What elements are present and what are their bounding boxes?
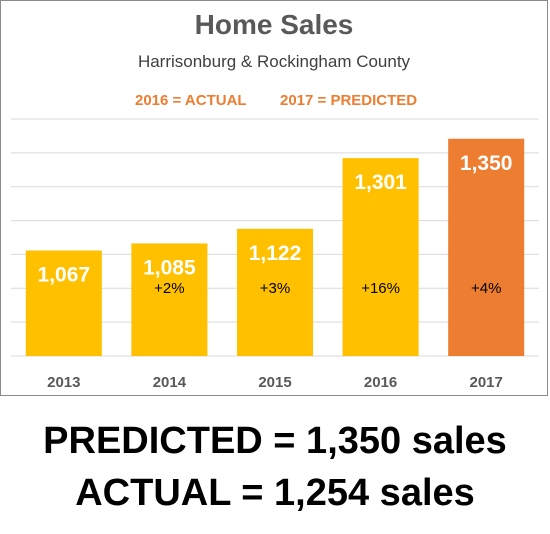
x-tick-label: 2015 (258, 374, 291, 391)
bar-2016 (342, 158, 419, 356)
bar-value-label: 1,350 (460, 152, 513, 175)
bar-value-label: 1,122 (249, 242, 302, 265)
change-label: +2% (154, 280, 184, 297)
chart-subtitle: Harrisonburg & Rockingham County (137, 52, 411, 71)
bar-value-label: 1,085 (143, 256, 196, 279)
chart-frame: Home Sales Harrisonburg & Rockingham Cou… (0, 0, 548, 396)
x-tick-label: 2013 (47, 374, 80, 391)
change-label: +4% (471, 280, 501, 297)
x-tick-label: 2017 (470, 374, 503, 391)
bar-2013 (25, 250, 102, 356)
bar-chart: 1,067 2013 1,085+2% 2014 1,122 +3% 2015 1,301 +1… (11, 118, 539, 391)
x-tick-label: 2016 (364, 374, 397, 391)
footer-actual: ACTUAL = 1,254 sales (75, 472, 475, 514)
bar-2015 (236, 228, 314, 356)
bar-value-label: 1,067 (38, 264, 91, 287)
bar-2014 (131, 243, 208, 356)
annotation-predicted: 2017 = PREDICTED (280, 92, 418, 109)
footer-predicted: PREDICTED = 1,350 sales (43, 420, 507, 462)
bar-2017 (448, 138, 525, 356)
bar-value-label: 1,301 (354, 171, 407, 194)
change-label: +3% (260, 280, 290, 297)
x-tick-label: 2014 (153, 374, 187, 391)
annotation-actual: 2016 = ACTUAL (135, 92, 247, 109)
chart-title: Home Sales (194, 9, 354, 40)
change-label: +16% (361, 280, 400, 297)
